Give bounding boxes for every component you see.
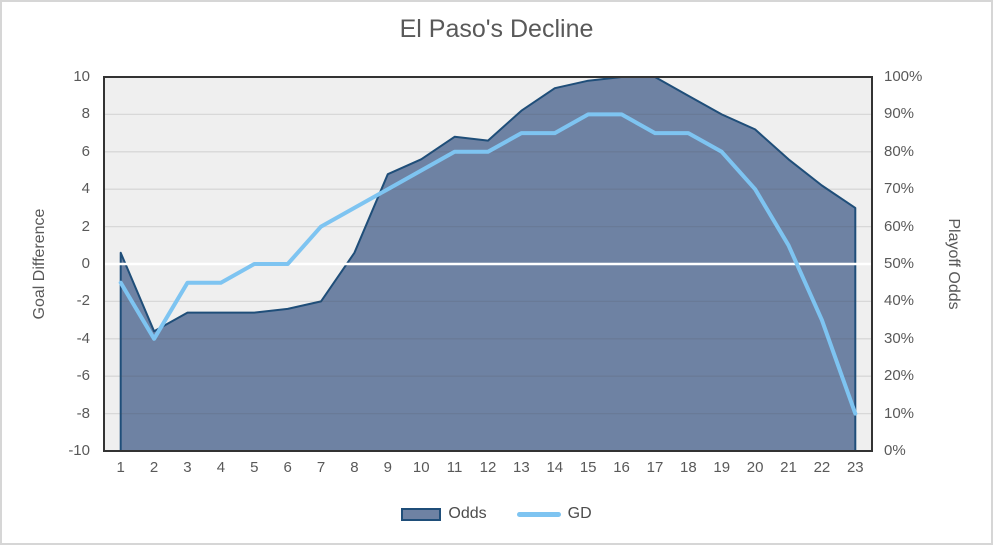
left-axis-tick: -4	[76, 329, 90, 347]
right-axis-tick: 100%	[884, 68, 923, 85]
x-axis-tick: 15	[579, 459, 597, 476]
gd-line-series	[118, 112, 858, 416]
right-axis-tick: 10%	[884, 404, 915, 422]
x-axis-tick: 13	[513, 459, 530, 476]
right-axis-tick: 0%	[884, 442, 906, 459]
legend-label-odds: Odds	[448, 505, 487, 522]
x-axis-tick: 11	[446, 459, 463, 476]
right-axis-tick: 50%	[884, 255, 915, 272]
odds-area-swatch-icon	[401, 507, 442, 521]
legend-label-gd: GD	[567, 505, 592, 522]
x-axis-tick: 19	[713, 459, 731, 476]
legend-item-odds: Odds	[401, 505, 487, 523]
x-axis-tick: 14	[546, 459, 564, 476]
right-axis-tick: 20%	[884, 367, 915, 385]
x-axis-tick: 22	[813, 459, 831, 476]
x-axis-tick: 7	[316, 459, 326, 476]
x-axis-tick: 10	[412, 459, 430, 476]
x-axis-tick: 20	[746, 459, 764, 476]
left-axis-tick: -8	[76, 404, 90, 422]
left-axis-tick: -2	[76, 292, 90, 310]
left-axis-tick: 6	[81, 142, 90, 160]
right-axis-tick: 40%	[884, 292, 915, 310]
x-axis-tick: 5	[250, 459, 259, 476]
x-axis-tick: 9	[383, 459, 392, 476]
legend: Odds GD	[2, 501, 991, 527]
gd-line-swatch-icon	[516, 511, 561, 517]
left-axis-tick: 4	[81, 180, 90, 198]
right-axis-tick: 70%	[884, 180, 915, 198]
left-axis-tick: 2	[81, 217, 90, 235]
x-axis-tick: 16	[613, 459, 630, 476]
legend-item-gd: GD	[516, 505, 592, 523]
chart-title: El Paso's Decline	[399, 15, 594, 43]
x-axis-tick: 1	[116, 459, 125, 476]
x-axis-tick: 8	[350, 459, 359, 476]
x-axis-tick: 3	[183, 459, 192, 476]
x-axis-tick: 18	[680, 459, 697, 476]
x-axis-tick: 2	[149, 459, 159, 476]
plot-border	[103, 76, 873, 452]
left-axis-tick: 10	[73, 68, 90, 85]
left-axis-tick: -6	[76, 367, 90, 385]
right-axis-tick: 60%	[884, 217, 915, 235]
left-axis-tick: 8	[81, 105, 90, 123]
right-axis-tick: 30%	[884, 329, 915, 347]
x-axis-tick: 23	[846, 459, 864, 476]
right-axis-tick: 80%	[884, 142, 915, 160]
x-axis-tick: 17	[646, 459, 664, 476]
right-axis-tick: 90%	[884, 105, 915, 123]
left-axis-tick: -10	[68, 442, 90, 459]
x-axis-tick: 12	[479, 459, 497, 476]
x-axis-tick: 4	[216, 459, 226, 476]
x-axis-tick: 21	[780, 459, 797, 476]
left-axis-tick: 0	[81, 255, 90, 272]
x-axis-tick: 6	[283, 459, 292, 476]
